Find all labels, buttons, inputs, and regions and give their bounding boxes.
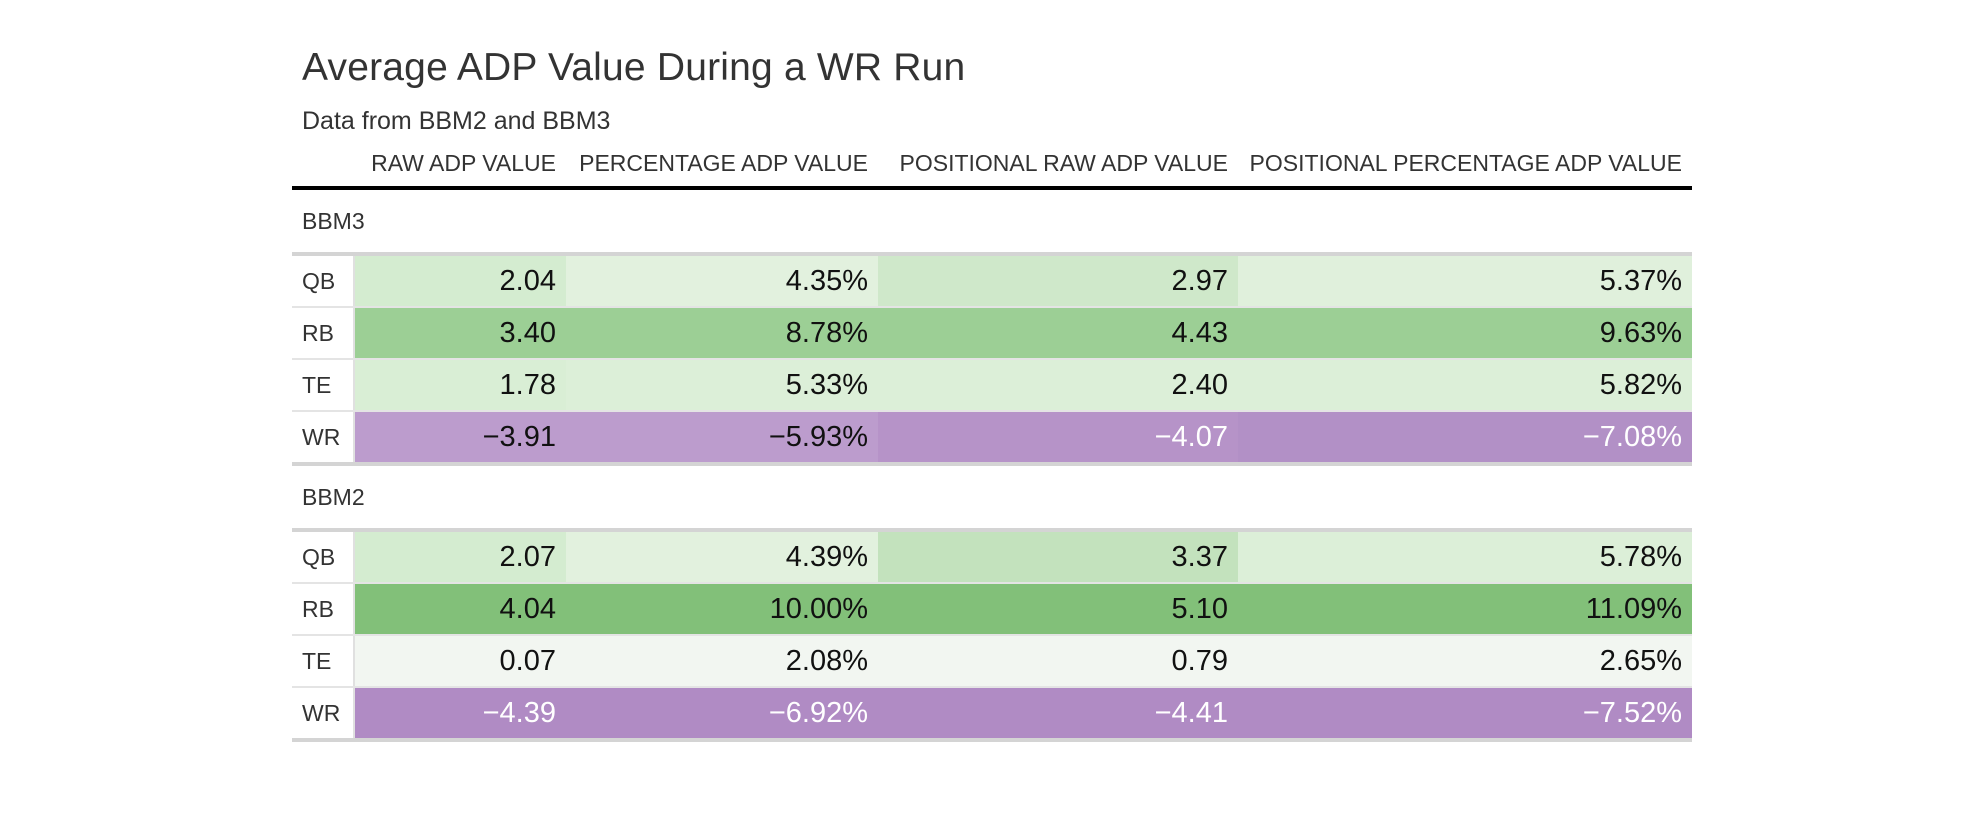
value-cell: 0.07: [354, 635, 566, 688]
value-cell: −7.52%: [1238, 687, 1692, 742]
value-cell: 5.78%: [1238, 530, 1692, 584]
value-cell: −3.91: [354, 411, 566, 466]
value-cell: −5.93%: [566, 411, 878, 466]
value-cell: 9.63%: [1238, 307, 1692, 360]
value-cell: 5.82%: [1238, 359, 1692, 412]
value-cell: 5.10: [878, 583, 1238, 636]
column-header: RAW ADP VALUE: [354, 148, 566, 190]
value-cell: 3.40: [354, 307, 566, 360]
value-cell: 3.37: [878, 530, 1238, 584]
row-label: RB: [292, 307, 355, 360]
data-table: RAW ADP VALUE PERCENTAGE ADP VALUE POSIT…: [292, 148, 1692, 742]
table-row: QB 2.04 4.35% 2.97 5.37%: [292, 254, 1692, 308]
value-cell: 0.79: [878, 635, 1238, 688]
value-cell: 4.39%: [566, 530, 878, 584]
row-label: QB: [292, 530, 355, 584]
row-label: TE: [292, 359, 355, 412]
value-cell: 2.40: [878, 359, 1238, 412]
row-label: RB: [292, 583, 355, 636]
value-cell: 2.07: [354, 530, 566, 584]
value-cell: 11.09%: [1238, 583, 1692, 636]
row-label: WR: [292, 411, 355, 466]
group-label: BBM2: [292, 464, 1692, 532]
value-cell: 2.04: [354, 254, 566, 308]
column-header: POSITIONAL RAW ADP VALUE: [878, 148, 1238, 190]
table-row: WR −3.91 −5.93% −4.07 −7.08%: [292, 411, 1692, 466]
column-header: POSITIONAL PERCENTAGE ADP VALUE: [1238, 148, 1692, 190]
row-label-header: [292, 148, 354, 190]
value-cell: 1.78: [354, 359, 566, 412]
value-cell: 5.37%: [1238, 254, 1692, 308]
chart-title: Average ADP Value During a WR Run: [302, 46, 966, 89]
group-header-row: BBM2: [292, 464, 1692, 532]
chart-subtitle: Data from BBM2 and BBM3: [302, 107, 611, 135]
table-row: TE 1.78 5.33% 2.40 5.82%: [292, 359, 1692, 412]
value-cell: −7.08%: [1238, 411, 1692, 466]
row-label: TE: [292, 635, 355, 688]
group-label: BBM3: [292, 188, 1692, 256]
header-row: RAW ADP VALUE PERCENTAGE ADP VALUE POSIT…: [292, 148, 1692, 190]
table-row: WR −4.39 −6.92% −4.41 −7.52%: [292, 687, 1692, 742]
chart-container: Average ADP Value During a WR Run Data f…: [292, 40, 1692, 742]
value-cell: 2.08%: [566, 635, 878, 688]
row-label: QB: [292, 254, 355, 308]
table-row: QB 2.07 4.39% 3.37 5.78%: [292, 530, 1692, 584]
value-cell: −4.41: [878, 687, 1238, 742]
value-cell: 4.35%: [566, 254, 878, 308]
value-cell: 10.00%: [566, 583, 878, 636]
row-label: WR: [292, 687, 355, 742]
value-cell: 2.97: [878, 254, 1238, 308]
column-header: PERCENTAGE ADP VALUE: [566, 148, 878, 190]
value-cell: 5.33%: [566, 359, 878, 412]
value-cell: −4.07: [878, 411, 1238, 466]
table-row: RB 3.40 8.78% 4.43 9.63%: [292, 307, 1692, 360]
value-cell: 8.78%: [566, 307, 878, 360]
value-cell: −6.92%: [566, 687, 878, 742]
table-row: RB 4.04 10.00% 5.10 11.09%: [292, 583, 1692, 636]
group-header-row: BBM3: [292, 188, 1692, 256]
table-row: TE 0.07 2.08% 0.79 2.65%: [292, 635, 1692, 688]
value-cell: −4.39: [354, 687, 566, 742]
table-body: BBM3 QB 2.04 4.35% 2.97 5.37% RB 3.40 8.78% 4.43 9…: [292, 188, 1692, 742]
value-cell: 4.43: [878, 307, 1238, 360]
value-cell: 2.65%: [1238, 635, 1692, 688]
value-cell: 4.04: [354, 583, 566, 636]
